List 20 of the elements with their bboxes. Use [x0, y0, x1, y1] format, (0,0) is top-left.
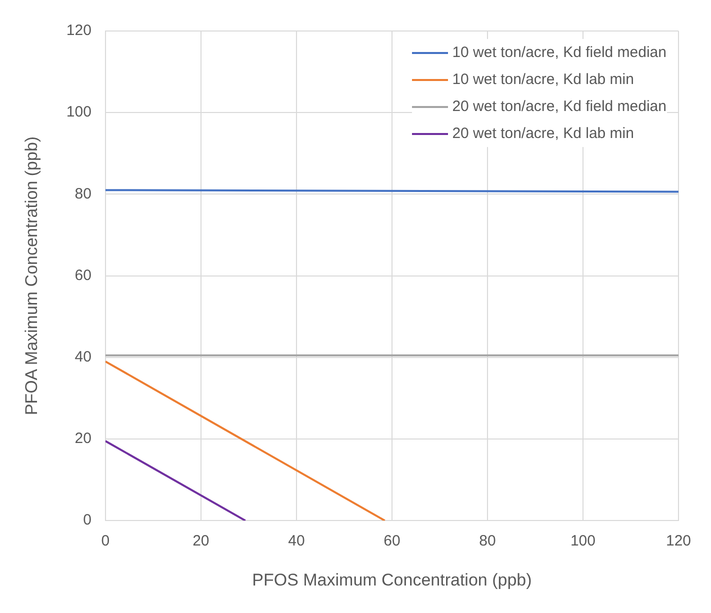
- legend-label: 20 wet ton/acre, Kd lab min: [452, 125, 634, 142]
- x-tick-label: 40: [288, 532, 305, 550]
- y-tick-label: 120: [66, 22, 92, 40]
- legend-label: 10 wet ton/acre, Kd lab min: [452, 71, 634, 88]
- y-tick-label: 80: [74, 185, 92, 202]
- x-tick-label: 80: [479, 532, 496, 550]
- y-tick-label: 100: [66, 104, 92, 121]
- x-tick-label: 0: [101, 532, 110, 550]
- y-tick-label: 0: [83, 512, 92, 529]
- x-tick-label: 100: [570, 532, 596, 550]
- y-axis-title: PFOA Maximum Concentration (ppb): [22, 136, 41, 416]
- y-tick-label: 40: [74, 348, 92, 366]
- legend-label: 10 wet ton/acre, Kd field median: [452, 44, 666, 61]
- x-tick-label: 60: [384, 532, 400, 550]
- y-tick-label: 60: [74, 266, 92, 284]
- legend-label: 20 wet ton/acre, Kd field median: [452, 98, 666, 115]
- y-tick-label: 20: [74, 430, 92, 448]
- x-tick-label: 20: [192, 532, 210, 550]
- x-axis-title: PFOS Maximum Concentration (ppb): [252, 570, 532, 590]
- x-tick-label: 120: [666, 532, 691, 550]
